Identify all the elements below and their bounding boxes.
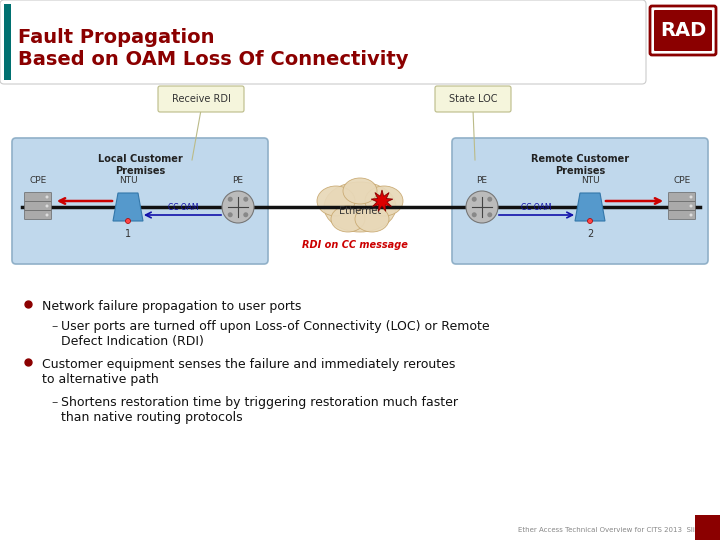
Text: Local Customer
Premises: Local Customer Premises — [98, 154, 182, 176]
Ellipse shape — [365, 186, 403, 216]
Text: Fault Propagation: Fault Propagation — [18, 28, 215, 47]
Circle shape — [125, 219, 130, 224]
FancyBboxPatch shape — [12, 138, 268, 264]
FancyBboxPatch shape — [668, 192, 696, 201]
Circle shape — [45, 195, 48, 199]
Text: Network failure propagation to user ports: Network failure propagation to user port… — [42, 300, 302, 313]
FancyBboxPatch shape — [24, 201, 52, 211]
Text: PE: PE — [477, 176, 487, 185]
Polygon shape — [113, 193, 143, 221]
Text: to alternative path: to alternative path — [42, 373, 158, 386]
FancyBboxPatch shape — [452, 138, 708, 264]
Text: RDI on CC message: RDI on CC message — [302, 240, 408, 250]
Ellipse shape — [317, 186, 355, 216]
Text: CPE: CPE — [30, 176, 47, 185]
Circle shape — [228, 197, 233, 202]
Text: RAD: RAD — [660, 21, 706, 39]
Bar — [4, 4, 11, 80]
Text: CC OAM: CC OAM — [168, 203, 198, 212]
Text: 2: 2 — [587, 229, 593, 239]
Ellipse shape — [343, 178, 377, 204]
Text: CC OAM: CC OAM — [521, 203, 552, 212]
FancyBboxPatch shape — [435, 86, 511, 112]
Text: Remote Customer
Premises: Remote Customer Premises — [531, 154, 629, 176]
Circle shape — [45, 213, 48, 217]
Text: –: – — [51, 320, 58, 333]
Text: Ethernet: Ethernet — [339, 206, 381, 216]
Circle shape — [222, 191, 254, 223]
Circle shape — [228, 212, 233, 217]
Text: NTU: NTU — [581, 176, 599, 185]
Text: Defect Indication (RDI): Defect Indication (RDI) — [61, 335, 204, 348]
Text: Ether Access Technical Overview for CITS 2013  Slide 14: Ether Access Technical Overview for CITS… — [518, 527, 715, 533]
Circle shape — [487, 197, 492, 202]
Text: State LOC: State LOC — [449, 94, 498, 104]
Text: –: – — [51, 396, 58, 409]
FancyBboxPatch shape — [668, 201, 696, 211]
Text: Receive RDI: Receive RDI — [171, 94, 230, 104]
Circle shape — [690, 195, 693, 199]
FancyBboxPatch shape — [24, 192, 52, 201]
Circle shape — [690, 213, 693, 217]
FancyBboxPatch shape — [654, 10, 712, 51]
Polygon shape — [695, 515, 720, 540]
FancyBboxPatch shape — [0, 0, 646, 84]
Circle shape — [472, 212, 477, 217]
Ellipse shape — [331, 206, 365, 232]
Circle shape — [466, 191, 498, 223]
Circle shape — [243, 197, 248, 202]
Ellipse shape — [324, 182, 396, 232]
Text: Based on OAM Loss Of Connectivity: Based on OAM Loss Of Connectivity — [18, 50, 408, 69]
Circle shape — [487, 212, 492, 217]
Text: Customer equipment senses the failure and immediately reroutes: Customer equipment senses the failure an… — [42, 358, 455, 371]
Text: than native routing protocols: than native routing protocols — [61, 411, 243, 424]
FancyBboxPatch shape — [24, 211, 52, 219]
Text: User ports are turned off upon Loss-of Connectivity (LOC) or Remote: User ports are turned off upon Loss-of C… — [61, 320, 490, 333]
FancyBboxPatch shape — [650, 6, 716, 55]
Text: CPE: CPE — [673, 176, 690, 185]
Text: 1: 1 — [125, 229, 131, 239]
Circle shape — [472, 197, 477, 202]
Circle shape — [45, 205, 48, 207]
Text: PE: PE — [233, 176, 243, 185]
Circle shape — [243, 212, 248, 217]
Text: NTU: NTU — [119, 176, 138, 185]
FancyBboxPatch shape — [668, 211, 696, 219]
Circle shape — [690, 205, 693, 207]
Circle shape — [588, 219, 593, 224]
Polygon shape — [575, 193, 605, 221]
Ellipse shape — [355, 206, 389, 232]
Polygon shape — [372, 190, 393, 211]
Text: Shortens restoration time by triggering restoration much faster: Shortens restoration time by triggering … — [61, 396, 458, 409]
FancyBboxPatch shape — [158, 86, 244, 112]
